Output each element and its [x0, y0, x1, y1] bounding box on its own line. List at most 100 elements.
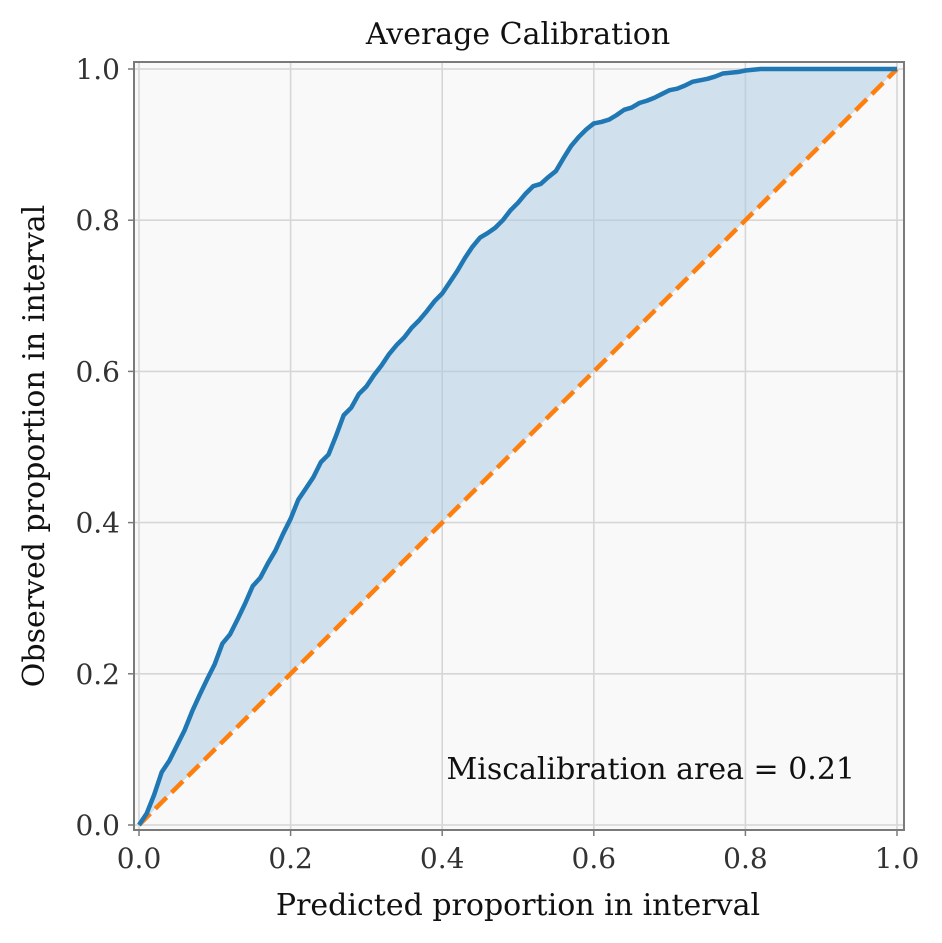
observed-point: [319, 460, 323, 464]
observed-point: [630, 106, 634, 110]
observed-point: [781, 67, 785, 71]
y-tick-label: 1.0: [75, 53, 120, 86]
observed-point: [645, 99, 649, 103]
x-tick-label: 0.2: [268, 842, 313, 875]
observed-point: [266, 561, 270, 565]
observed-point: [440, 292, 444, 296]
observed-point: [561, 156, 565, 160]
x-tick-label: 0.8: [723, 842, 768, 875]
y-tick-label: 0.0: [75, 809, 120, 842]
observed-point: [182, 729, 186, 733]
x-tick-label: 0.6: [572, 842, 617, 875]
observed-point: [728, 71, 732, 75]
observed-point: [236, 617, 240, 621]
observed-point: [334, 434, 338, 438]
y-ticks: 0.0 0.2 0.4 0.6 0.8 1.0: [75, 53, 134, 842]
observed-point: [569, 144, 573, 148]
observed-point: [577, 135, 581, 139]
observed-point: [592, 121, 596, 125]
observed-point: [167, 759, 171, 763]
observed-point: [402, 335, 406, 339]
observed-point: [804, 67, 808, 71]
x-axis-label: Predicted proportion in interval: [276, 888, 760, 923]
plot-frame: [133, 61, 905, 831]
observed-point: [380, 363, 384, 367]
observed-point: [706, 77, 710, 81]
observed-point: [637, 101, 641, 105]
observed-point: [372, 373, 376, 377]
observed-point: [501, 218, 505, 222]
observed-point: [145, 812, 149, 816]
observed-point: [342, 413, 346, 417]
observed-point: [463, 256, 467, 260]
y-tick-label: 0.4: [75, 507, 120, 540]
observed-point: [243, 601, 247, 605]
observed-point: [152, 793, 156, 797]
observed-point: [743, 69, 747, 73]
observed-point: [736, 70, 740, 74]
observed-point: [190, 710, 194, 714]
y-tick-label: 0.2: [75, 658, 120, 691]
observed-point: [349, 406, 353, 410]
observed-point: [668, 88, 672, 92]
y-tick-label: 0.8: [75, 204, 120, 237]
observed-point: [713, 75, 717, 79]
observed-point: [554, 169, 558, 173]
observed-point: [759, 67, 763, 71]
observed-point: [524, 192, 528, 196]
observed-point: [516, 201, 520, 205]
observed-point: [205, 677, 209, 681]
observed-point: [425, 309, 429, 313]
chart-title: Average Calibration: [365, 17, 670, 52]
observed-point: [251, 584, 255, 588]
observed-point: [675, 87, 679, 91]
observed-point: [508, 208, 512, 212]
observed-point: [660, 92, 664, 96]
observed-point: [273, 549, 277, 553]
observed-point: [531, 184, 535, 188]
observed-point: [410, 326, 414, 330]
miscalibration-annotation: Miscalibration area = 0.21: [447, 752, 855, 787]
observed-point: [448, 280, 452, 284]
observed-point: [615, 113, 619, 117]
observed-point: [857, 67, 861, 71]
observed-point: [220, 642, 224, 646]
observed-point: [683, 84, 687, 88]
observed-point: [834, 67, 838, 71]
observed-point: [160, 770, 164, 774]
observed-point: [471, 245, 475, 249]
observed-point: [395, 343, 399, 347]
observed-point: [584, 127, 588, 131]
observed-point: [478, 236, 482, 240]
observed-point: [539, 182, 543, 186]
x-tick-label: 0.4: [420, 842, 465, 875]
observed-point: [137, 823, 141, 827]
observed-line: [137, 66, 897, 827]
observed-point: [296, 498, 300, 502]
observed-point: [357, 392, 361, 396]
y-axis-label: Observed proportion in interval: [17, 205, 52, 687]
observed-point: [364, 385, 368, 389]
observed-point: [417, 318, 421, 322]
observed-point: [607, 118, 611, 122]
x-tick-label: 1.0: [875, 842, 920, 875]
observed-point: [289, 517, 293, 521]
observed-point: [304, 487, 308, 491]
x-ticks: 0.0 0.2 0.4 0.6 0.8 1.0: [117, 830, 920, 875]
observed-point: [198, 693, 202, 697]
observed-point: [493, 226, 497, 230]
observed-point: [622, 108, 626, 112]
observed-point: [721, 72, 725, 76]
x-tick-label: 0.0: [117, 842, 162, 875]
observed-point: [455, 269, 459, 273]
ideal-line: [137, 67, 899, 827]
observed-point: [213, 662, 217, 666]
observed-point: [652, 96, 656, 100]
y-tick-label: 0.6: [75, 355, 120, 388]
observed-point: [486, 231, 490, 235]
observed-point: [690, 80, 694, 84]
observed-point: [751, 68, 755, 72]
observed-point: [546, 175, 550, 179]
observed-point: [433, 299, 437, 303]
